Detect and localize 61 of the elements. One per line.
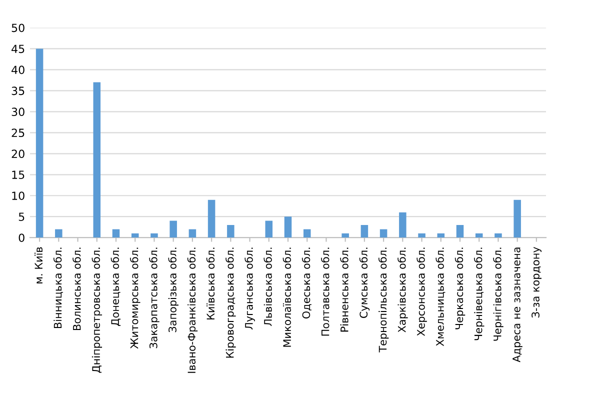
x-tick-label: Волинська обл. xyxy=(72,248,81,330)
bar xyxy=(284,216,292,238)
y-tick-label: 5 xyxy=(18,212,24,221)
x-tick-label: Луганська обл. xyxy=(244,248,255,330)
bar xyxy=(227,225,234,238)
y-tick-label: 45 xyxy=(12,44,24,54)
bar xyxy=(514,200,521,238)
bar xyxy=(131,233,139,238)
x-tick-label: Рівненська обл. xyxy=(340,248,348,332)
x-tick-label: Адреса не зазначена xyxy=(512,248,522,362)
x-tick-label: Івано-Франківська обл. xyxy=(187,248,198,373)
x-tick-label: Полтавська обл. xyxy=(321,248,330,336)
y-tick-label: 0 xyxy=(18,234,24,242)
x-tick-label: Хмельницька обл. xyxy=(436,248,446,346)
x-tick-label: Вінницька обл. xyxy=(53,248,63,328)
x-tick-label: Херсонська обл. xyxy=(416,248,427,336)
y-tick-label: 35 xyxy=(12,86,24,96)
bar xyxy=(418,233,426,238)
x-tick-label: Житомирська обл. xyxy=(130,248,140,349)
x-tick-label: Миколаївська обл. xyxy=(282,248,292,347)
x-tick-label: Київська обл. xyxy=(206,248,215,320)
y-tick-label: 15 xyxy=(12,170,24,180)
x-tick-label: Донецька обл. xyxy=(110,248,121,326)
bar xyxy=(36,48,44,238)
y-tick-label: 20 xyxy=(12,150,24,158)
x-tick-label: Черкаська обл. xyxy=(454,248,466,330)
x-tick-label: Харківська обл. xyxy=(398,248,408,332)
bar xyxy=(437,233,445,238)
y-tick-label: 10 xyxy=(12,192,24,200)
x-tick-label: Чернівецька обл. xyxy=(474,248,484,340)
x-tick-label: Одеська обл. xyxy=(302,248,312,318)
bar xyxy=(303,229,311,238)
bar xyxy=(188,229,196,238)
bar xyxy=(456,225,464,238)
y-tick-label: 30 xyxy=(12,108,24,116)
bar xyxy=(93,82,101,238)
x-tick-label: Чернігівська обл. xyxy=(493,248,504,341)
x-tick-label: Львівська обл. xyxy=(264,248,272,326)
bar xyxy=(360,225,368,238)
x-tick-label: Кіровоградська обл. xyxy=(226,248,236,358)
x-tick-label: Закарпатська обл. xyxy=(149,248,160,348)
x-tick-label: Запорізька обл. xyxy=(168,248,178,332)
x-tick-label: Дніпропетровська обл. xyxy=(92,248,102,373)
y-tick-label: 50 xyxy=(12,24,24,32)
x-tick-label: Тернопільська обл. xyxy=(378,248,389,352)
bar xyxy=(342,233,349,238)
bar xyxy=(208,200,216,238)
x-tick-label: З-за кордону xyxy=(532,246,542,318)
bar xyxy=(494,233,502,238)
y-tick-label: 40 xyxy=(12,66,24,74)
bar xyxy=(55,229,62,238)
bar xyxy=(112,229,120,238)
x-tick-label: м. Київ xyxy=(34,247,42,284)
bar xyxy=(265,220,273,238)
x-tick-label: Сумська обл. xyxy=(359,248,370,318)
bar xyxy=(380,229,388,238)
bar xyxy=(475,233,483,238)
y-tick-label: 25 xyxy=(12,128,24,138)
bar xyxy=(150,233,158,238)
bar xyxy=(399,212,406,238)
bar xyxy=(170,220,177,238)
